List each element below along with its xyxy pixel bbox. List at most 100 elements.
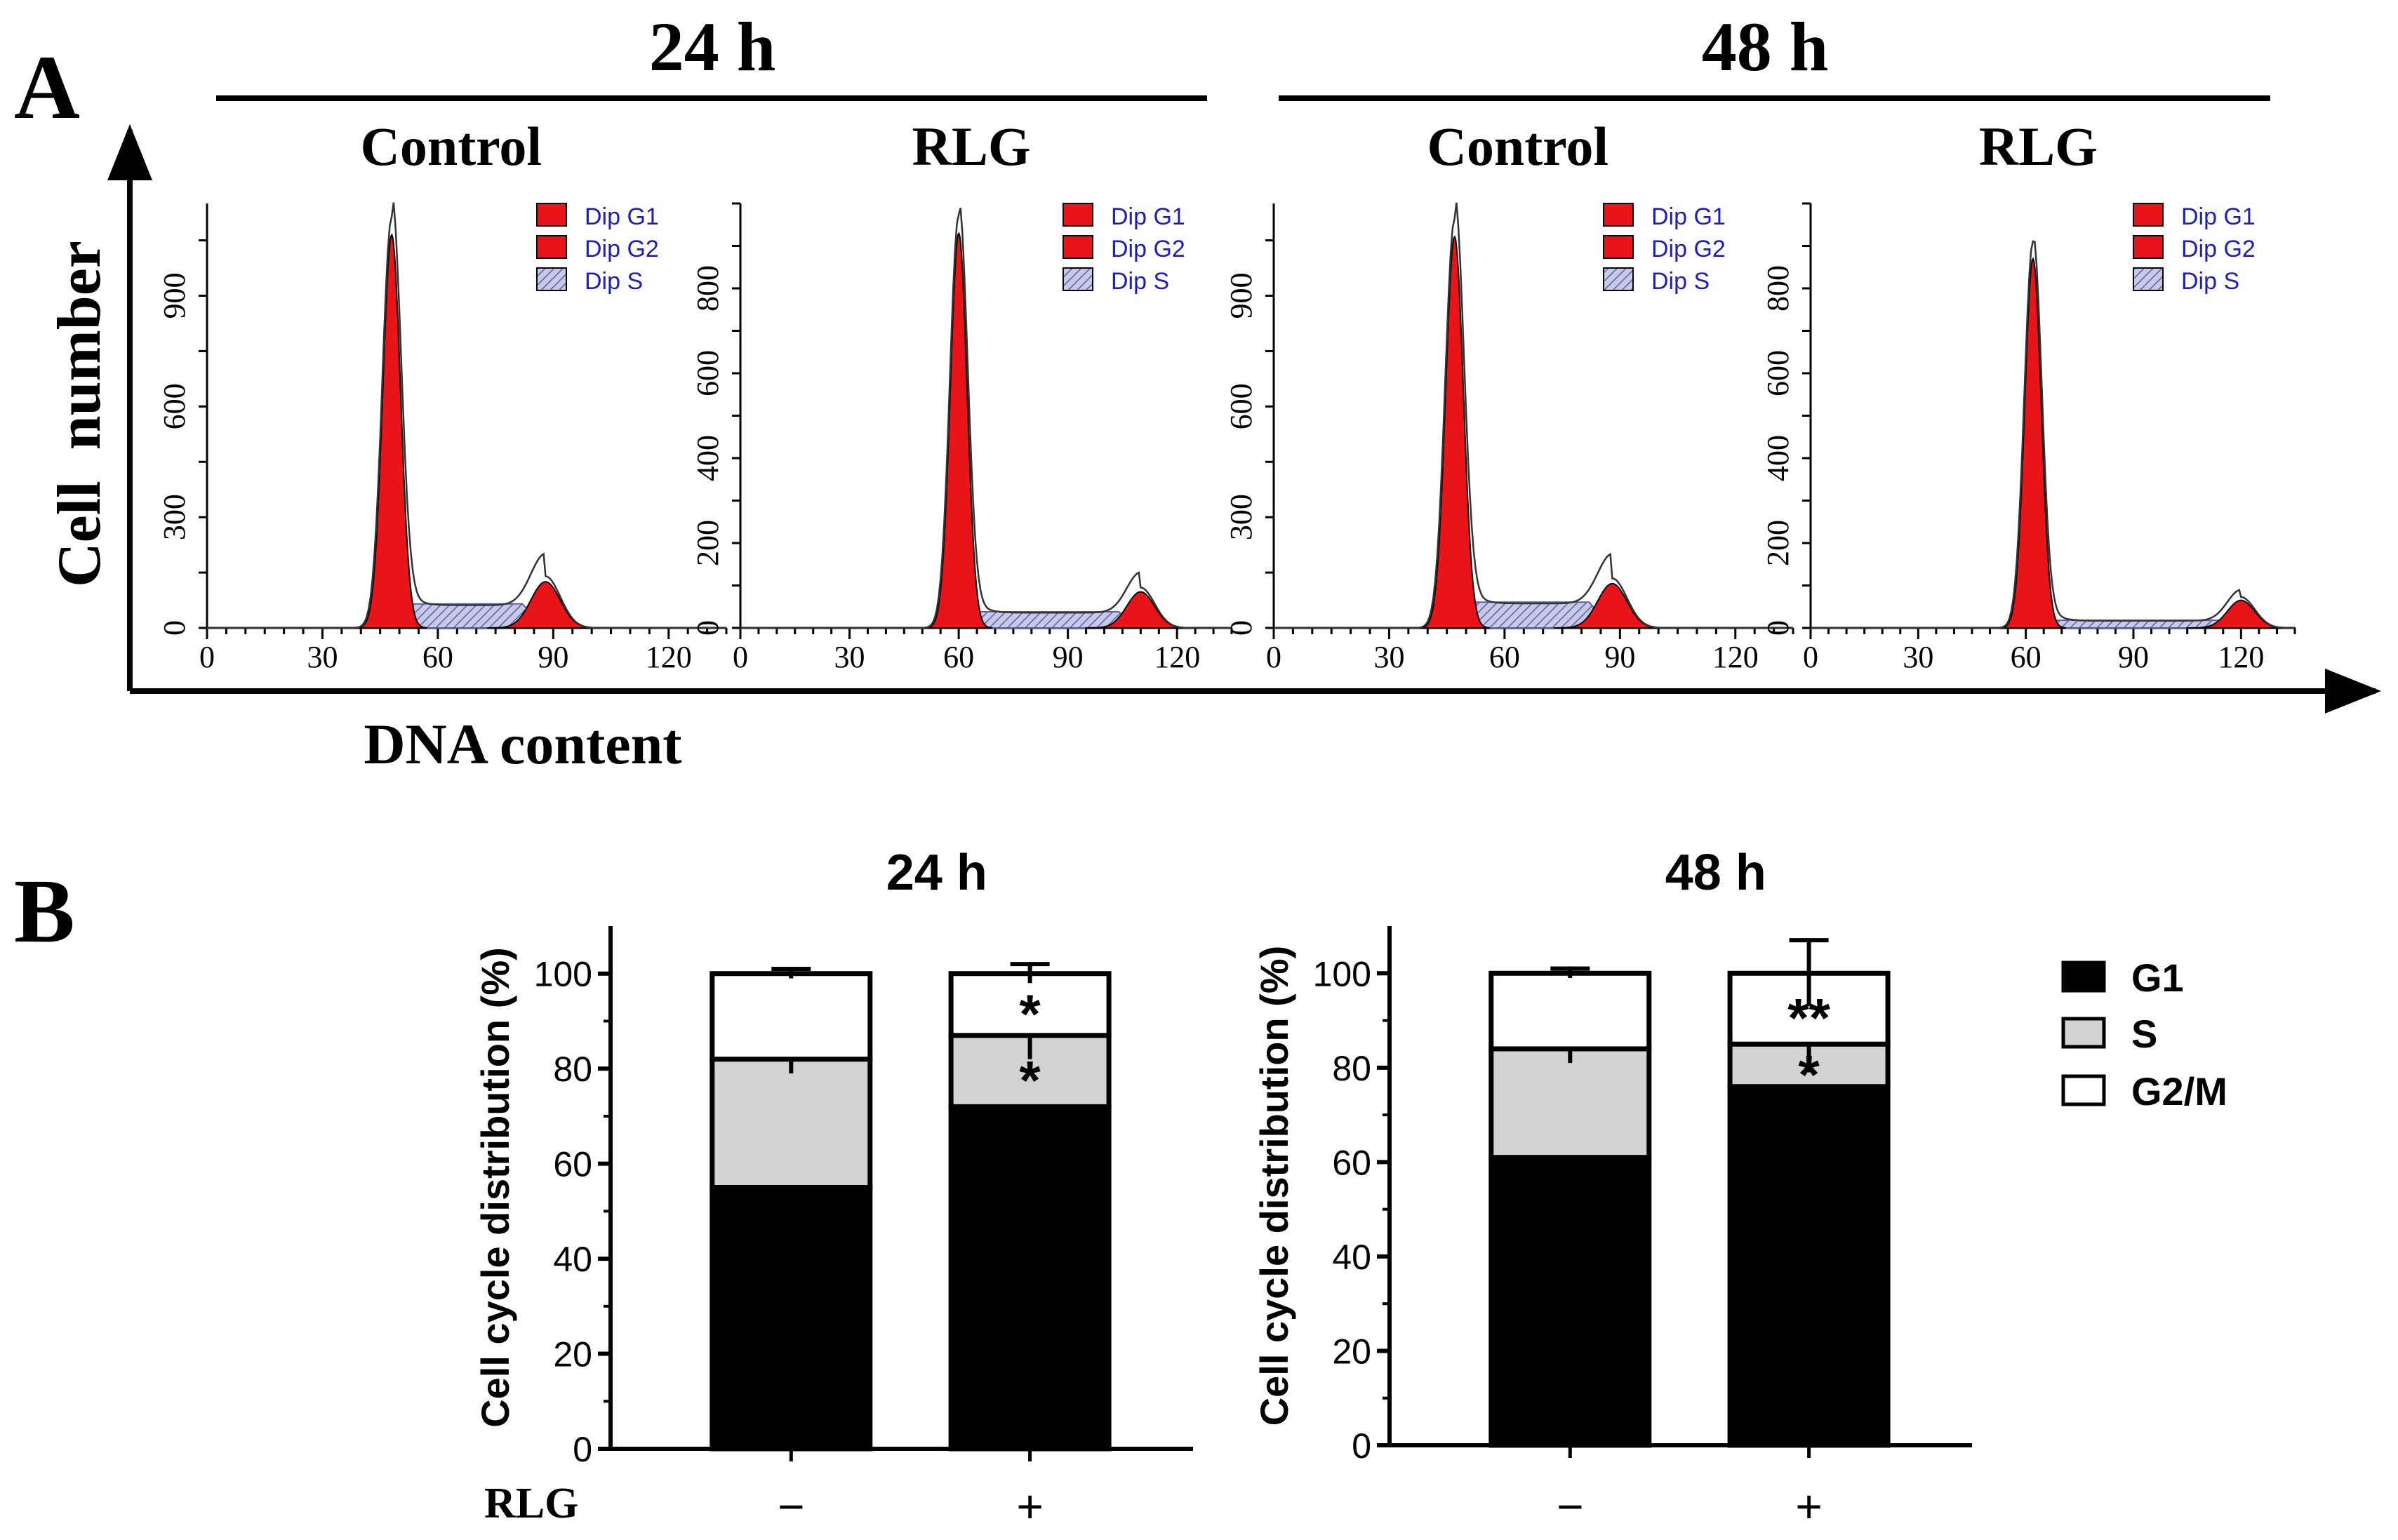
bar-category-label: − [1557, 1480, 1584, 1532]
legend-swatch [1063, 203, 1093, 227]
legend-label-g1: G1 [2131, 956, 2184, 1000]
legend-label-s: S [2131, 1012, 2157, 1056]
x-tick-label: 120 [2218, 640, 2264, 674]
g1-peak [1418, 235, 1491, 629]
x-tick-label: 120 [646, 640, 692, 674]
legend-swatch [1603, 203, 1634, 227]
y-tick-label: 200 [691, 520, 725, 566]
legend-label: Dip G2 [1651, 236, 1726, 262]
x-tick-label: 60 [2011, 640, 2041, 674]
bar-legend: G1 S G2/M [2061, 956, 2227, 1113]
legend-label: Dip S [585, 268, 643, 295]
bar-category-label: − [778, 1480, 805, 1532]
legend-label: Dip G1 [585, 203, 659, 230]
bar-y-tick-label: 80 [1332, 1049, 1371, 1088]
y-tick-label: 900 [157, 273, 192, 319]
g1-peak [1999, 257, 2067, 629]
legend-label: Dip S [1111, 268, 1169, 295]
histogram-panel-1: Control 0 30 60 90 120 0 300 600 900 Dip G1 Dip G2 D… [157, 116, 728, 674]
y-tick-label: 800 [691, 265, 725, 312]
x-tick-label: 120 [1712, 640, 1759, 674]
panel-b-label: B [14, 861, 75, 962]
legend-label: Dip G1 [2181, 203, 2256, 230]
raw-trace [207, 202, 726, 629]
x-tick-label: 30 [1903, 640, 1933, 674]
bar-y-tick-label: 20 [1332, 1332, 1371, 1371]
legend-swatch-s [2061, 1017, 2106, 1049]
y-tick-label: 400 [691, 435, 725, 481]
legend-swatch [2133, 203, 2164, 227]
y-tick-label: 800 [1761, 265, 1795, 312]
legend-swatch-g1 [2061, 960, 2106, 993]
histogram-title: RLG [912, 116, 1030, 177]
bar-segment-g1 [948, 1104, 1112, 1452]
significance-mark: ** [1787, 987, 1830, 1049]
bar-segment-g1 [1727, 1084, 1891, 1448]
x-tick-label: 60 [422, 640, 453, 674]
legend-label: Dip S [2181, 268, 2239, 295]
bar-segment-g1 [1488, 1155, 1652, 1448]
x-tick-label: 60 [943, 640, 974, 674]
bar-y-tick-label: 100 [1313, 954, 1371, 993]
bar-segment-s [710, 1057, 873, 1190]
legend-label: Dip G1 [1111, 203, 1185, 230]
bar-chart-2: 48 h 0 20 40 60 80 100 Cell cycle distribution … [1252, 845, 1972, 1532]
bar-category-label: + [1016, 1480, 1044, 1532]
x-tick-label: 90 [538, 640, 568, 674]
y-tick-label: 0 [1224, 620, 1258, 636]
x-tick-label: 30 [307, 640, 338, 674]
legend-swatch [1063, 235, 1093, 259]
histogram-title: Control [1427, 116, 1609, 177]
legend-swatch [536, 235, 567, 259]
bar-segment-s [1488, 1046, 1652, 1160]
bar-y-tick-label: 100 [534, 955, 592, 994]
legend-label: Dip G2 [2181, 236, 2256, 262]
g1-peak [355, 233, 427, 629]
raw-trace [740, 207, 1232, 629]
legend-swatch [536, 203, 567, 227]
x-tick-label: 0 [1803, 640, 1818, 674]
bar-y-tick-label: 20 [553, 1335, 592, 1374]
y-tick-label: 600 [1761, 350, 1795, 396]
bar-segment-g1 [710, 1185, 873, 1452]
bar-y-tick-label: 60 [553, 1145, 592, 1184]
significance-mark: * [1798, 1043, 1820, 1105]
significance-mark: * [1019, 983, 1041, 1045]
s-phase-area [1453, 601, 1614, 629]
legend-label: Dip G2 [1111, 236, 1185, 262]
bar-y-axis-title: Cell cycle distribution (%) [473, 947, 517, 1428]
histogram-panel-4: RLG 0 30 60 90 120 0 200 400 600 800 Dip G1 Dip G2 Di… [1761, 116, 2296, 674]
raw-trace [1274, 202, 1793, 629]
y-tick-label: 600 [691, 350, 725, 396]
x-tick-label: 0 [733, 640, 748, 674]
y-tick-label: 300 [157, 494, 192, 540]
legend-swatch-g2m [2061, 1074, 2106, 1106]
rlg-group-label: RLG [484, 1480, 578, 1527]
time-label-24h: 24 h [649, 8, 776, 86]
bar-chart-1: 24 h 0 20 40 60 80 100 Cell cycle distribution … [473, 845, 1193, 1532]
legend-swatch [1063, 267, 1093, 291]
x-tick-label: 120 [1154, 640, 1200, 674]
x-tick-label: 0 [1266, 640, 1281, 674]
legend-label: Dip G1 [1651, 203, 1726, 230]
y-tick-label: 900 [1224, 273, 1258, 319]
legend-swatch [1603, 235, 1634, 259]
histogram-title: RLG [1979, 116, 2098, 177]
bar-chart-title: 24 h [886, 845, 987, 901]
y-tick-label: 200 [1761, 520, 1795, 566]
bar-segment-g2m [1488, 970, 1652, 1052]
legend-swatch [2133, 235, 2164, 259]
x-axis-title: DNA content [364, 712, 681, 776]
bar-y-tick-label: 40 [1332, 1238, 1371, 1277]
panel-a-label: A [14, 37, 80, 138]
legend-swatch [2133, 267, 2164, 291]
bar-y-tick-label: 40 [553, 1240, 592, 1279]
legend-swatch [536, 267, 567, 291]
legend-swatch [1603, 267, 1634, 291]
legend-label: Dip G2 [585, 236, 659, 262]
bar-y-tick-label: 60 [1332, 1143, 1371, 1182]
x-tick-label: 0 [199, 640, 215, 674]
